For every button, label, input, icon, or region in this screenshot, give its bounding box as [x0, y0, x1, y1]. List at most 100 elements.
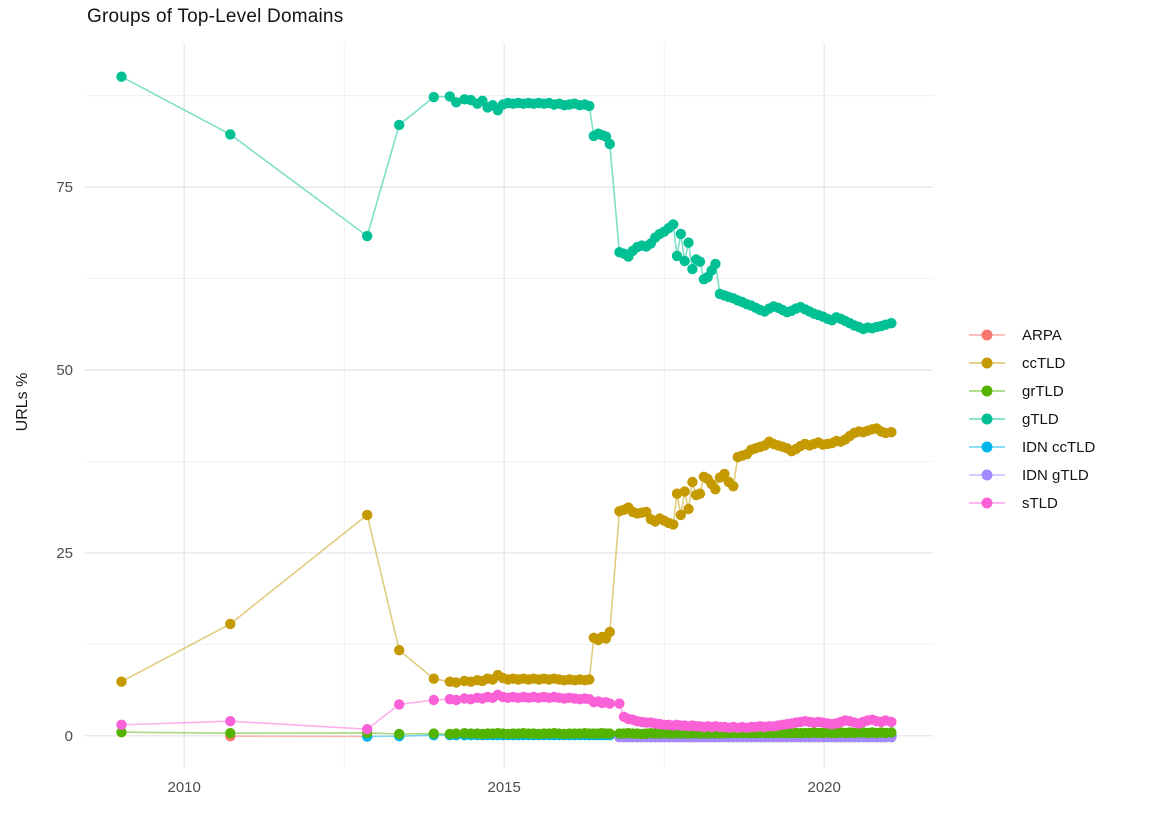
data-point — [428, 673, 439, 684]
data-point — [886, 716, 897, 728]
data-point — [668, 519, 679, 530]
data-point — [116, 676, 127, 687]
data-point — [394, 119, 405, 131]
legend-key-icon — [969, 465, 1005, 485]
data-point — [687, 263, 698, 275]
data-point — [886, 427, 897, 438]
data-point — [225, 716, 236, 727]
legend-item-stld: sTLD — [969, 489, 1095, 517]
data-point — [614, 698, 625, 709]
legend-label: sTLD — [1022, 494, 1058, 512]
data-point — [671, 250, 683, 262]
y-tick-label: 25 — [56, 545, 73, 562]
x-tick-label: 2010 — [168, 779, 201, 796]
data-point — [728, 481, 739, 492]
data-point — [719, 468, 730, 480]
data-point — [683, 503, 694, 515]
data-point — [668, 219, 679, 230]
legend-key-dot — [981, 497, 993, 509]
legend-key-icon — [969, 381, 1005, 401]
grid-major — [85, 43, 933, 768]
data-point — [394, 699, 405, 710]
data-point — [451, 728, 462, 739]
data-point — [584, 100, 595, 112]
data-point — [428, 91, 439, 103]
data-point — [116, 727, 127, 738]
legend-item-idn-gtld: IDN gTLD — [969, 461, 1095, 489]
data-point — [116, 71, 127, 82]
legend-label: gTLD — [1022, 410, 1059, 428]
data-point — [675, 509, 686, 521]
data-point — [225, 618, 236, 630]
data-point — [687, 476, 698, 488]
legend-label: IDN gTLD — [1022, 466, 1089, 484]
data-point — [710, 258, 721, 270]
x-tick-label: 2020 — [808, 779, 841, 796]
y-tick-label: 0 — [65, 728, 73, 745]
data-point — [394, 645, 405, 656]
data-point — [886, 318, 897, 329]
y-tick-label: 75 — [56, 179, 73, 196]
data-point — [604, 626, 615, 638]
legend-key-dot — [981, 329, 993, 341]
data-point — [116, 719, 127, 730]
legend-key-icon — [969, 353, 1005, 373]
legend-item-gtld: gTLD — [969, 405, 1095, 433]
legend-label: ARPA — [1022, 326, 1062, 344]
y-axis-ticks: 0 25 50 75 — [56, 179, 73, 745]
data-point — [451, 694, 462, 706]
chart-title: Groups of Top-Level Domains — [87, 6, 344, 27]
legend-key-dot — [981, 441, 993, 453]
x-tick-label: 2015 — [488, 779, 521, 796]
legend-item-cctld: ccTLD — [969, 349, 1095, 377]
data-point — [679, 255, 690, 267]
legend-key-dot — [981, 413, 993, 425]
legend-label: IDN ccTLD — [1022, 438, 1096, 456]
data-point — [362, 724, 373, 735]
legend-key-icon — [969, 493, 1005, 513]
data-point — [428, 694, 439, 706]
legend-label: ccTLD — [1022, 354, 1066, 372]
grid-minor — [85, 43, 933, 768]
legend-key-dot — [981, 357, 993, 369]
series-line — [121, 75, 892, 330]
legend-label: grTLD — [1022, 382, 1064, 400]
series-grtld — [116, 727, 897, 740]
data-point — [683, 237, 694, 248]
legend-key-dot — [981, 469, 993, 481]
data-point — [694, 256, 706, 267]
series-gtld — [116, 71, 897, 335]
legend-key-icon — [969, 325, 1005, 345]
x-axis-ticks: 2010 2015 2020 — [168, 779, 841, 796]
series-stld — [116, 689, 897, 735]
y-tick-label: 50 — [56, 362, 73, 379]
legend-item-grtld: grTLD — [969, 377, 1095, 405]
data-point — [675, 228, 686, 240]
legend: ARPA ccTLD grTLD gTLD IDN ccTLD IDN gTLD sTLD — [969, 321, 1095, 517]
data-point — [451, 677, 462, 688]
data-point — [604, 138, 615, 150]
data-point — [886, 727, 897, 738]
legend-key-icon — [969, 437, 1005, 457]
y-axis-title: URLs % — [14, 372, 31, 432]
legend-key-icon — [969, 409, 1005, 429]
data-point — [362, 230, 373, 242]
legend-item-arpa: ARPA — [969, 321, 1095, 349]
data-point — [584, 674, 595, 685]
data-point — [225, 728, 236, 739]
legend-key-dot — [981, 385, 993, 397]
data-point — [394, 728, 405, 740]
data-point — [451, 97, 462, 108]
data-point — [428, 728, 439, 739]
series-cctld — [116, 423, 897, 688]
data-point — [362, 509, 373, 521]
data-point — [710, 484, 721, 495]
legend-item-idn-cctld: IDN ccTLD — [969, 433, 1095, 461]
data-point — [694, 488, 706, 499]
data-point — [679, 486, 690, 497]
data-point — [225, 129, 236, 140]
data-point — [604, 698, 615, 709]
data-point — [604, 728, 615, 739]
